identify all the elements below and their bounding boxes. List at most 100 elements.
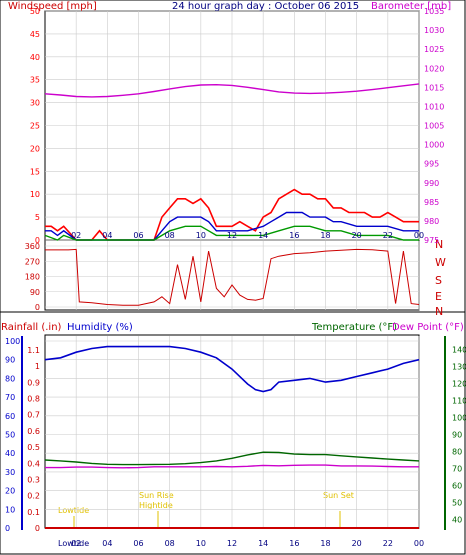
rainfall-tick-label: 0.5 [27, 443, 40, 452]
temperature-tick-label: 70 [452, 465, 462, 474]
humidity-tick-label: 90 [5, 356, 15, 365]
temperature-line [44, 451, 420, 466]
hour-tick-label: 18 [320, 231, 330, 240]
hour-tick-label: 00 [414, 539, 424, 548]
hour-tick-label: 16 [289, 231, 299, 240]
direction-letter: E [435, 290, 442, 303]
hour-tick-label: 10 [196, 231, 206, 240]
humidity-tick-label: 70 [5, 393, 15, 402]
rainfall-tick-label: 0.8 [27, 395, 40, 404]
direction-tick-label: 90 [30, 288, 40, 297]
rainfall-axis-title: Rainfall (.in) [1, 322, 62, 333]
hour-tick-label: 10 [196, 539, 206, 548]
rainfall-tick-label: 1.1 [27, 346, 40, 355]
barometer-tick-label: 1020 [424, 64, 444, 73]
lowtide-label: Lowtide [58, 506, 89, 515]
windspeed-tick-label: 50 [30, 7, 40, 16]
barometer-tick-label: 995 [424, 160, 439, 169]
rainfall-tick-label: 0 [35, 524, 40, 533]
rainfall-tick-label: 0.2 [27, 492, 40, 501]
hour-tick-label: 22 [383, 539, 393, 548]
hour-tick-label: 06 [133, 231, 143, 240]
tick-label-layer: 0510152025303540455097598098599099510001… [5, 7, 466, 548]
rainfall-tick-label: 0.7 [27, 411, 40, 420]
hour-tick-label: 00 [414, 231, 424, 240]
barometer-tick-label: 990 [424, 179, 439, 188]
barometer-tick-label: 975 [424, 236, 439, 245]
barometer-tick-label: 980 [424, 217, 439, 226]
barometer-line [44, 83, 420, 98]
wind-direction-line [45, 248, 420, 306]
chart-title: 24 hour graph day : October 06 2015 [172, 1, 359, 12]
temperature-tick-label: 100 [452, 414, 466, 423]
gust-low-line [44, 225, 419, 241]
event-annotations: Lowtide Lowtide Sun Rise Hightide Sun Se… [58, 491, 354, 548]
windspeed-tick-label: 20 [30, 144, 40, 153]
hour-tick-label: 22 [383, 231, 393, 240]
humidity-tick-label: 80 [5, 374, 15, 383]
rainfall-tick-label: 0.6 [27, 427, 40, 436]
rainfall-tick-label: 1 [35, 362, 40, 371]
windspeed-tick-label: 15 [30, 167, 40, 176]
hour-tick-label: 08 [165, 231, 175, 240]
rainfall-tick-label: 0.1 [27, 508, 40, 517]
rainfall-tick-label: 0.3 [27, 475, 40, 484]
dewpoint-line [45, 464, 419, 469]
lowtide-bottom-label: Lowtide [58, 539, 89, 548]
hour-tick-label: 14 [258, 231, 268, 240]
hour-tick-label: 14 [258, 539, 268, 548]
hour-tick-label: 18 [320, 539, 330, 548]
direction-letter: N [435, 238, 443, 251]
temperature-axis-title: Temperature (°F) [311, 322, 397, 333]
direction-letter: S [435, 274, 442, 287]
temperature-tick-label: 90 [452, 431, 462, 440]
temperature-tick-label: 120 [452, 380, 466, 389]
temperature-tick-label: 40 [452, 516, 462, 525]
windspeed-tick-label: 30 [30, 99, 40, 108]
hour-tick-label: 04 [102, 539, 112, 548]
barometer-axis-title: Barometer [mb] [371, 1, 451, 12]
temperature-tick-label: 130 [452, 363, 466, 372]
hour-tick-label: 02 [71, 539, 81, 548]
direction-tick-label: 180 [25, 273, 40, 282]
barometer-tick-label: 1030 [424, 26, 444, 35]
temperature-tick-label: 110 [452, 397, 466, 406]
dewpoint-axis-title: Dew Point (°F) [392, 322, 464, 333]
rainfall-tick-label: 0.4 [27, 459, 40, 468]
temperature-tick-label: 60 [452, 482, 462, 491]
hightide-label: Hightide [139, 501, 173, 510]
series-layer [44, 83, 420, 529]
windspeed-tick-label: 10 [30, 190, 40, 199]
humidity-tick-label: 0 [5, 524, 10, 533]
windspeed-tick-label: 0 [35, 236, 40, 245]
direction-letters: N W S E N [435, 238, 446, 318]
barometer-tick-label: 1010 [424, 102, 444, 111]
hour-tick-label: 20 [352, 539, 362, 548]
hour-tick-label: 20 [352, 231, 362, 240]
windspeed-axis-title: Windspeed [mph] [8, 1, 97, 12]
sunset-label: Sun Set [323, 491, 354, 500]
barometer-tick-label: 1035 [424, 7, 444, 16]
hour-tick-label: 04 [102, 231, 112, 240]
humidity-tick-label: 60 [5, 412, 15, 421]
humidity-tick-label: 50 [5, 431, 15, 440]
direction-letter: N [435, 305, 443, 318]
hour-tick-label: 08 [165, 539, 175, 548]
hour-tick-label: 06 [133, 539, 143, 548]
temperature-tick-label: 140 [452, 346, 466, 355]
temperature-tick-label: 80 [452, 448, 462, 457]
temperature-tick-label: 50 [452, 499, 462, 508]
windspeed-tick-label: 35 [30, 76, 40, 85]
windspeed-tick-label: 45 [30, 30, 40, 39]
barometer-tick-label: 1025 [424, 45, 444, 54]
direction-tick-label: 360 [25, 242, 40, 251]
hour-tick-label: 02 [71, 231, 81, 240]
rainfall-tick-label: 0.9 [27, 378, 40, 387]
direction-letter: W [435, 256, 446, 269]
humidity-tick-label: 100 [5, 337, 20, 346]
humidity-tick-label: 20 [5, 487, 15, 496]
barometer-tick-label: 1015 [424, 83, 444, 92]
barometer-tick-label: 985 [424, 198, 439, 207]
windspeed-tick-label: 25 [30, 122, 40, 131]
